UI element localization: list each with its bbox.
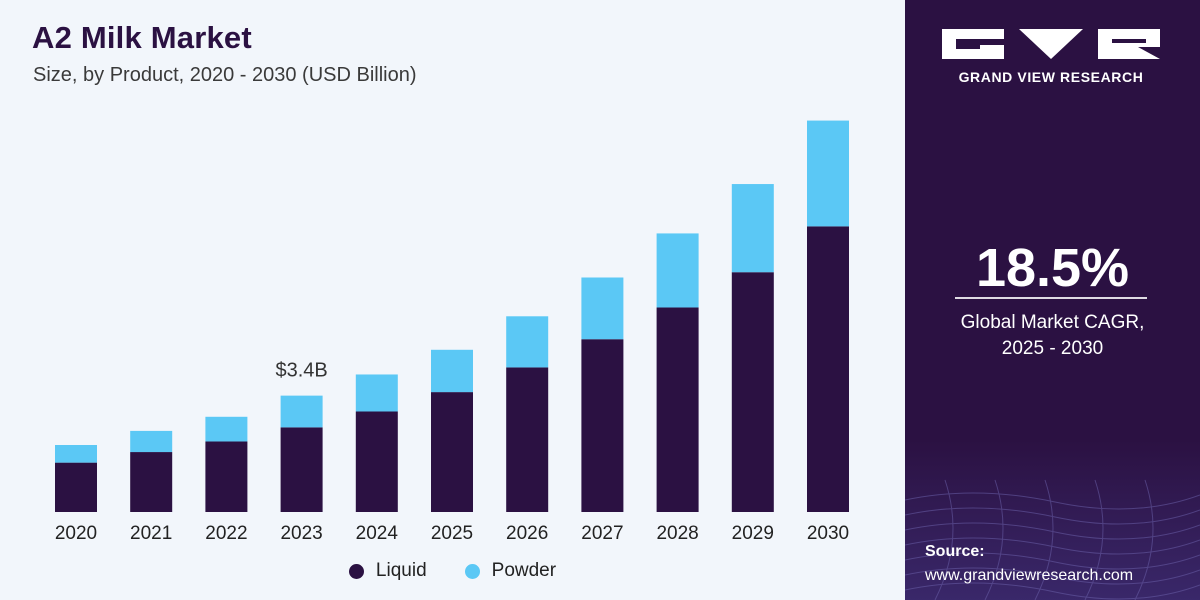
x-tick-label-2029: 2029 <box>732 523 774 544</box>
legend-swatch-powder <box>464 563 480 579</box>
x-tick-label-2022: 2022 <box>205 523 247 544</box>
bar-powder-2026 <box>506 316 549 368</box>
cagr-label-line2: 2025 - 2030 <box>1001 338 1104 359</box>
legend-label-liquid: Liquid <box>375 560 427 581</box>
bar-powder-2022 <box>205 416 248 442</box>
bar-liquid-2030 <box>807 226 849 513</box>
brand-name: GRAND VIEW RESEARCH <box>958 69 1144 85</box>
x-tick-label-2027: 2027 <box>581 523 623 544</box>
legend-item-liquid: Liquid <box>348 560 427 582</box>
bar-powder-2030 <box>807 120 849 227</box>
data-label-2023: $3.4B <box>275 360 327 382</box>
bar-liquid-2022 <box>205 441 248 512</box>
bar-liquid-2023 <box>280 427 323 512</box>
bar-liquid-2028 <box>656 307 699 512</box>
grand-view-research-logo-icon <box>942 29 1160 59</box>
bar-powder-2028 <box>656 233 699 308</box>
cagr-label-line1: Global Market CAGR, <box>960 312 1145 333</box>
bar-powder-2027 <box>581 277 624 340</box>
divider <box>955 297 1147 299</box>
x-tick-label-2025: 2025 <box>431 523 473 544</box>
bar-liquid-2024 <box>355 411 398 512</box>
bar-powder-2025 <box>431 349 473 393</box>
x-tick-label-2030: 2030 <box>807 523 849 544</box>
bar-liquid-2027 <box>581 339 624 512</box>
x-tick-label-2024: 2024 <box>356 523 399 544</box>
bar-liquid-2020 <box>55 462 97 512</box>
chart-legend: Liquid Powder <box>0 560 905 582</box>
bar-liquid-2021 <box>130 452 173 512</box>
bar-liquid-2026 <box>506 367 549 512</box>
cagr-label: Global Market CAGR, 2025 - 2030 <box>905 310 1200 362</box>
x-tick-label-2028: 2028 <box>656 523 698 544</box>
bar-liquid-2025 <box>431 392 473 512</box>
x-tick-label-2023: 2023 <box>280 523 322 544</box>
wave-pattern-background <box>905 440 1200 600</box>
x-tick-label-2020: 2020 <box>55 523 97 544</box>
bar-powder-2021 <box>130 430 173 453</box>
source-label: Source: <box>925 543 985 560</box>
x-tick-label-2026: 2026 <box>506 523 548 544</box>
bar-powder-2029 <box>731 184 774 273</box>
source-url[interactable]: www.grandviewresearch.com <box>925 567 1134 584</box>
legend-item-powder: Powder <box>464 560 557 582</box>
legend-swatch-liquid <box>348 563 364 579</box>
bar-chart: 2020 2021 2022 2023 2024 2025 2026 2027 2028 2029… <box>55 120 849 544</box>
bar-powder-2020 <box>55 445 97 463</box>
sidebar-panel: GRAND VIEW RESEARCH 18.5% Global Market … <box>905 0 1200 600</box>
bar-liquid-2029 <box>731 272 774 512</box>
chart-panel: A2 Milk Market Size, by Product, 2020 - … <box>0 0 905 600</box>
bar-powder-2023 <box>280 395 323 428</box>
x-tick-label-2021: 2021 <box>130 523 172 544</box>
chart-subtitle: Size, by Product, 2020 - 2030 (USD Billi… <box>33 64 417 86</box>
legend-label-powder: Powder <box>491 560 557 581</box>
chart-title: A2 Milk Market <box>32 20 252 55</box>
cagr-value: 18.5% <box>975 238 1130 298</box>
bar-powder-2024 <box>355 374 398 412</box>
